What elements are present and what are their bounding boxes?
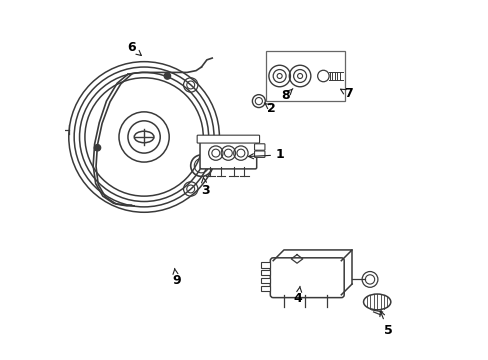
Text: 5: 5	[379, 311, 391, 337]
Text: 1: 1	[248, 148, 284, 161]
Text: 6: 6	[127, 41, 141, 55]
Text: 4: 4	[293, 286, 302, 305]
FancyBboxPatch shape	[254, 151, 264, 157]
Bar	[260, 262, 269, 267]
Text: 8: 8	[281, 89, 292, 102]
Bar	[260, 270, 269, 275]
Text: 9: 9	[172, 268, 180, 287]
FancyBboxPatch shape	[200, 141, 256, 169]
Circle shape	[94, 144, 101, 151]
Text: 2: 2	[264, 102, 275, 115]
Circle shape	[164, 73, 170, 79]
Bar	[265, 51, 344, 101]
Bar	[260, 286, 269, 291]
FancyBboxPatch shape	[270, 258, 344, 298]
Text: 3: 3	[201, 177, 209, 197]
FancyBboxPatch shape	[254, 144, 264, 150]
FancyBboxPatch shape	[197, 135, 259, 143]
Text: 7: 7	[340, 87, 352, 100]
Bar	[260, 278, 269, 283]
